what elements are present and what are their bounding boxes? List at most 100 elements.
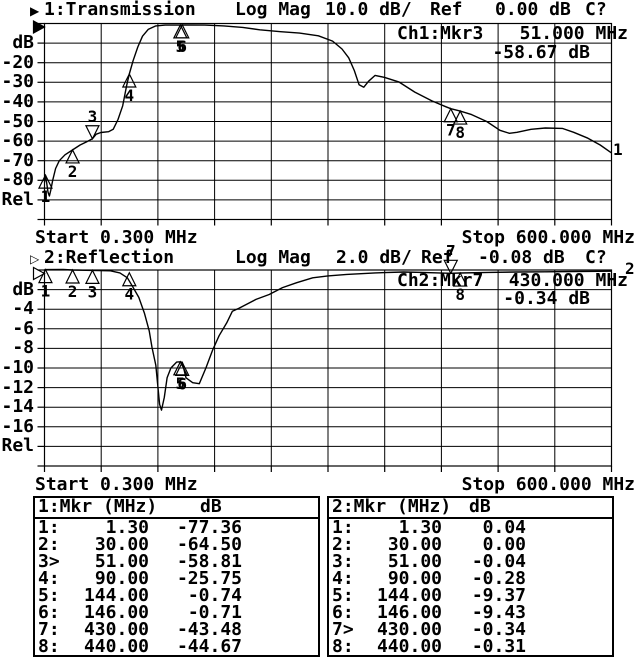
ch1-y-axis-label: Rel — [1, 188, 34, 210]
marker-freq-cell: 430.00 — [376, 619, 442, 640]
marker-level-cell: -0.71 — [187, 602, 242, 623]
marker-2-6-label: 6 — [177, 374, 187, 393]
plot-2-graphic: 1 2 3 4 56 7 8 — [32, 241, 613, 472]
marker-freq-cell: 144.00 — [376, 585, 442, 606]
marker-2-8-triangle-icon — [452, 271, 468, 287]
marker-table-1: 1:Mkr (MHz) dB 1: 1.30 -77.36 2: 30.00 -64.50… — [33, 496, 320, 657]
marker-2-5-label: 5 — [176, 374, 186, 393]
marker-freq-cell: 146.00 — [376, 602, 442, 623]
marker-number-cell: 4: — [332, 568, 354, 589]
marker-1-6-label: 6 — [177, 37, 187, 56]
ch2-y-axis-label: -14 — [1, 396, 34, 418]
marker-1-5-label: 5 — [176, 37, 186, 56]
marker-table-1-unit: dB — [200, 496, 222, 517]
ch1-active-icon: ▶ — [30, 4, 40, 18]
marker-2-4-label: 4 — [124, 285, 134, 304]
ch2-format: Log Mag — [235, 247, 311, 268]
marker-2-1-label: 1 — [41, 282, 51, 301]
marker-1-7-triangle-icon — [443, 107, 459, 123]
marker-freq-cell: 1.30 — [398, 517, 442, 538]
marker-1-2-label: 2 — [68, 162, 78, 181]
marker-level-cell: 0.04 — [482, 517, 526, 538]
marker-1-8-triangle-icon — [452, 109, 468, 125]
marker-table-2-row: 8: 440.00 -0.31 — [331, 636, 610, 657]
marker-number-cell: 5: — [332, 585, 354, 606]
ch2-readout-marker: Mkr7 — [440, 270, 484, 291]
ch2-y-axis-label: Rel — [1, 435, 34, 457]
marker-number-cell: 7> — [332, 619, 354, 640]
marker-table-1-row: 2: 30.00 -64.50 — [37, 534, 316, 555]
ch2-title: 2:Reflection — [44, 247, 175, 268]
marker-level-cell: -0.34 — [471, 619, 526, 640]
ch1-scale: 10.0 dB/ — [325, 0, 412, 20]
ch1-ref-value: 0.00 dB — [495, 0, 571, 20]
ch1-y-axis-label: -30 — [1, 71, 34, 93]
marker-freq-cell: 30.00 — [94, 534, 149, 555]
marker-table-1-row: 8: 440.00 -44.67 — [37, 636, 316, 657]
marker-2-2-label: 2 — [68, 282, 78, 301]
marker-number-cell: 6: — [332, 602, 354, 623]
marker-number-cell: 3: — [332, 551, 354, 572]
marker-table-1-title: 1:Mkr (MHz) — [38, 496, 158, 517]
marker-2-1-triangle-icon — [37, 268, 53, 284]
marker-freq-cell: 30.00 — [387, 534, 442, 555]
ch1-readout-freq: 51.000 MHz — [519, 23, 628, 44]
marker-level-cell: -58.81 — [176, 551, 242, 572]
marker-freq-cell: 51.00 — [94, 551, 149, 572]
marker-table-2-row: 3: 51.00 -0.04 — [331, 551, 610, 572]
ch1-y-axis-label: -40 — [1, 90, 34, 112]
marker-1-3-triangle-icon — [84, 125, 100, 141]
marker-level-cell: -43.48 — [176, 619, 242, 640]
marker-1-6-triangle-icon — [174, 23, 190, 39]
marker-2-7-triangle-icon — [443, 259, 459, 275]
marker-table-2-row: 4: 90.00 -0.28 — [331, 568, 610, 589]
marker-2-4-triangle-icon — [121, 271, 137, 287]
marker-freq-cell: 144.00 — [83, 585, 149, 606]
ch2-ref-value: -0.08 dB — [478, 247, 565, 268]
marker-2-3-label: 3 — [88, 282, 98, 301]
ch2-readout-freq: 430.000 MHz — [508, 270, 628, 291]
marker-table-1-row: 5: 144.00 -0.74 — [37, 585, 316, 606]
marker-freq-cell: 90.00 — [387, 568, 442, 589]
marker-freq-cell: 90.00 — [94, 568, 149, 589]
ch2-y-axis-label: -4 — [12, 298, 34, 320]
marker-level-cell: -25.75 — [176, 568, 242, 589]
ch2-cal-indicator: C? — [585, 247, 607, 268]
marker-level-cell: -44.67 — [176, 636, 242, 657]
marker-freq-cell: 430.00 — [83, 619, 149, 640]
marker-table-2: 2:Mkr (MHz) dB 1: 1.30 0.04 2: 30.00 0.00 3: 51… — [327, 496, 614, 657]
ch2-y-axis-label: -10 — [1, 357, 34, 378]
ch1-start-freq: Start 0.300 MHz — [35, 227, 198, 248]
ch1-readout-marker: Mkr3 — [440, 23, 484, 44]
ch2-y-axis-label: -6 — [12, 317, 34, 339]
ch2-active-icon: ▷ — [30, 252, 40, 266]
marker-number-cell: 8: — [38, 636, 60, 657]
ch2-stop-freq: Stop 600.000 MHz — [461, 474, 635, 495]
marker-freq-cell: 440.00 — [376, 636, 442, 657]
marker-number-cell: 2: — [38, 534, 60, 555]
trace1-end-label: 1 — [613, 140, 623, 159]
marker-number-cell: 7: — [38, 619, 60, 640]
ch1-cal-indicator: C? — [585, 0, 607, 20]
marker-1-4-triangle-icon — [121, 72, 137, 88]
marker-table-1-row: 3> 51.00 -58.81 — [37, 551, 316, 572]
ch1-ref-label: Ref — [430, 0, 463, 20]
trace-1 — [43, 24, 612, 197]
marker-1-2-triangle-icon — [65, 148, 81, 164]
ch1-stop-freq: Stop 600.000 MHz — [461, 227, 635, 248]
ch1-y-axis-label: -20 — [1, 51, 34, 73]
ch1-readout-level: -58.67 dB — [492, 42, 590, 63]
ch1-y-axis-label: -60 — [1, 130, 34, 152]
ch1-y-axis-label: -50 — [1, 110, 34, 132]
marker-level-cell: 0.00 — [482, 534, 526, 555]
ch1-y-axis-label: -70 — [1, 149, 34, 171]
ch1-y-axis-label: -80 — [1, 169, 34, 191]
marker-freq-cell: 51.00 — [387, 551, 442, 572]
ref-level-pointer-icon — [32, 266, 46, 281]
marker-number-cell: 1: — [38, 517, 60, 538]
ch1-title: 1:Transmission — [44, 0, 196, 20]
trace2-end-label: 2 — [625, 259, 635, 278]
marker-table-1-separator — [35, 517, 318, 519]
marker-table-1-row: 6: 146.00 -0.71 — [37, 602, 316, 623]
